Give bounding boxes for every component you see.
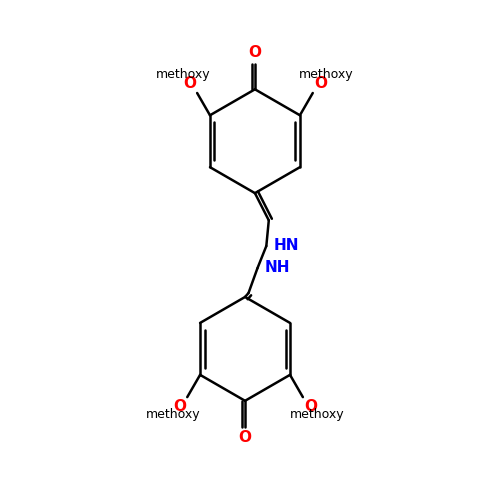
Text: O: O <box>183 76 196 91</box>
Text: methoxy: methoxy <box>300 68 354 80</box>
Text: methoxy: methoxy <box>290 408 344 421</box>
Text: methoxy: methoxy <box>146 408 201 421</box>
Text: HN: HN <box>274 238 299 252</box>
Text: O: O <box>304 399 317 414</box>
Text: methoxy: methoxy <box>156 68 210 80</box>
Text: O: O <box>238 430 252 445</box>
Text: NH: NH <box>265 260 290 275</box>
Text: O: O <box>248 45 262 60</box>
Text: O: O <box>173 399 186 414</box>
Text: O: O <box>314 76 327 91</box>
